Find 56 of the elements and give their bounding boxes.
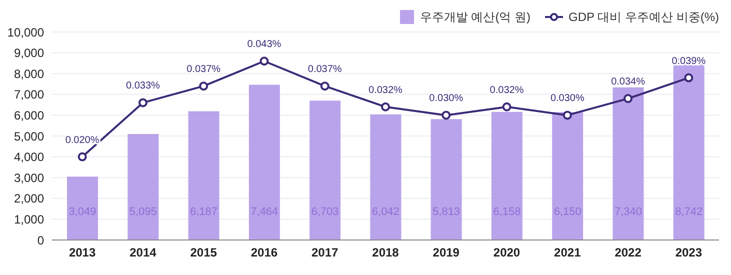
x-tick-label: 2021 [554, 246, 582, 260]
bar [552, 112, 584, 240]
data-label: 0.043% [247, 39, 282, 50]
data-label: 0.037% [308, 64, 342, 76]
x-tick-label: 2017 [312, 246, 339, 260]
data-label: 0.032% [490, 84, 524, 96]
bar [430, 119, 462, 240]
point [562, 110, 572, 120]
y-tick-label: 1,000 [14, 212, 44, 226]
x-tick-label: 2016 [250, 246, 278, 260]
legend-label: GDP 대비 우주예산 비중(%) [568, 8, 719, 26]
y-tick-label: 7,000 [14, 88, 44, 102]
point [624, 94, 633, 104]
x-tick-label: 2023 [675, 246, 702, 260]
x-tick-label: 2019 [432, 246, 460, 260]
bar [612, 87, 644, 240]
data-label: 0.032% [368, 84, 403, 96]
x-tick-label: 2015 [190, 246, 218, 260]
point [260, 56, 269, 66]
bar [310, 100, 341, 240]
data-label: 0.034% [611, 76, 646, 88]
x-tick-label: 2022 [614, 246, 642, 260]
bar [673, 58, 704, 240]
bar [67, 176, 98, 240]
point [320, 82, 330, 91]
point [442, 110, 451, 120]
y-tick-label: 8,000 [14, 66, 44, 81]
data-label: 0.037% [186, 64, 221, 76]
y-tick-label: 2,000 [14, 192, 44, 206]
bar [248, 84, 280, 240]
y-tick-label: 5,000 [14, 129, 44, 144]
x-tick-label: 2013 [68, 246, 96, 260]
x-tick-label: 2018 [372, 246, 400, 260]
bar [491, 112, 522, 240]
x-tick-label: 2014 [130, 246, 157, 260]
y-tick-label: 9,000 [14, 46, 44, 60]
y-tick-label: 4,000 [14, 150, 44, 164]
data-label: 0.020% [65, 134, 100, 146]
x-tick-label: 2020 [493, 246, 520, 260]
point [381, 102, 390, 112]
data-label: 0.030% [550, 93, 584, 104]
y-tick-label: 0 [37, 233, 44, 248]
bar [188, 111, 220, 240]
bar [370, 114, 402, 240]
y-tick-label: 3,000 [14, 170, 44, 185]
data-label: 0.033% [126, 80, 160, 92]
point [199, 82, 208, 91]
point [138, 98, 148, 108]
point [684, 73, 694, 82]
legend-label: 우주개발 예산(억 원) [420, 8, 531, 26]
bar [128, 134, 159, 240]
data-label: 0.030% [429, 93, 464, 104]
point [78, 152, 87, 162]
point [502, 102, 512, 112]
y-tick-label: 6,000 [14, 108, 44, 122]
y-tick-label: 10,000 [7, 25, 44, 40]
